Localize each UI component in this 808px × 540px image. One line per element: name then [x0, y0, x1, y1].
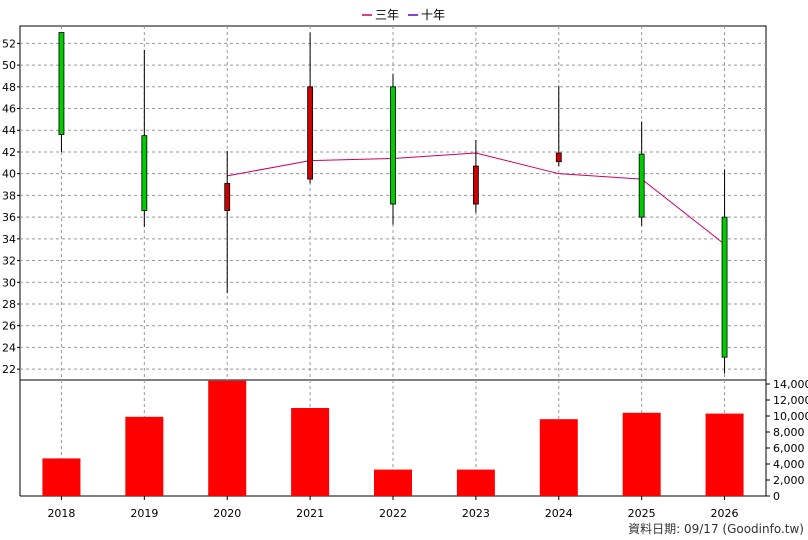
price-tick-label: 36 [2, 211, 16, 224]
price-panel: 22 24 26 28 30 32 34 36 38 40 42 44 46 48 50 52 [2, 25, 767, 496]
x-tick-label: 2018 [47, 507, 75, 520]
x-axis: 2018 2019 2020 2021 2022 2023 2024 2025 2026 [47, 496, 739, 520]
candle-body [141, 135, 148, 212]
volume-bar [125, 416, 164, 496]
price-tick-label: 46 [2, 103, 16, 116]
x-tick-label: 2024 [545, 507, 573, 520]
volume-bar [705, 413, 744, 496]
volume-bar [42, 458, 81, 496]
volume-bar [539, 419, 578, 496]
price-tick-label: 34 [2, 233, 16, 246]
x-tick-label: 2025 [628, 507, 656, 520]
volume-tick-label: 14,000 [773, 378, 808, 391]
volume-bar [622, 412, 661, 496]
volume-tick-label: 12,000 [773, 394, 808, 407]
volume-tick-label: 2,000 [773, 474, 805, 487]
x-tick-label: 2026 [711, 507, 739, 520]
legend-label: 十年 [421, 8, 445, 22]
price-tick-label: 26 [2, 320, 16, 333]
price-tick-label: 40 [2, 168, 16, 181]
price-tick-label: 30 [2, 276, 16, 289]
price-tick-label: 22 [2, 363, 16, 376]
price-tick-label: 32 [2, 255, 16, 268]
x-tick-label: 2021 [296, 507, 324, 520]
volume-tick-label: 8,000 [773, 426, 805, 439]
x-tick-label: 2023 [462, 507, 490, 520]
x-tick-label: 2019 [130, 507, 158, 520]
volume-bar [208, 380, 247, 496]
volume-tick-label: 0 [773, 490, 780, 503]
price-tick-label: 50 [2, 59, 16, 72]
legend: 三年 十年 [362, 8, 445, 22]
x-tick-label: 2020 [213, 507, 241, 520]
price-tick-label: 38 [2, 189, 16, 202]
volume-bar [291, 408, 330, 496]
volume-bar [374, 469, 412, 496]
volume-bar [456, 469, 495, 496]
volume-panel: 0 2,000 4,000 6,000 8,000 10,000 12,000 14,000 [19, 378, 808, 503]
volume-tick-label: 4,000 [773, 458, 805, 471]
price-tick-label: 48 [2, 81, 16, 94]
candle-body [472, 165, 479, 205]
legend-label: 三年 [375, 8, 399, 22]
price-tick-label: 24 [2, 341, 16, 354]
candle-body [307, 86, 314, 180]
candle-body [224, 183, 231, 212]
candle-body [721, 216, 728, 358]
price-tick-label: 28 [2, 298, 16, 311]
candle-body [638, 153, 645, 218]
volume-tick-label: 10,000 [773, 410, 808, 423]
data-date-footer: 資料日期: 09/17 (Goodinfo.tw) [628, 522, 804, 536]
candle-body [58, 32, 65, 135]
price-tick-label: 42 [2, 146, 16, 159]
x-tick-label: 2022 [379, 507, 407, 520]
candle-body [555, 152, 562, 163]
volume-tick-label: 6,000 [773, 442, 805, 455]
price-tick-label: 52 [2, 37, 16, 50]
price-tick-label: 44 [2, 124, 16, 137]
candle-body [390, 86, 396, 205]
